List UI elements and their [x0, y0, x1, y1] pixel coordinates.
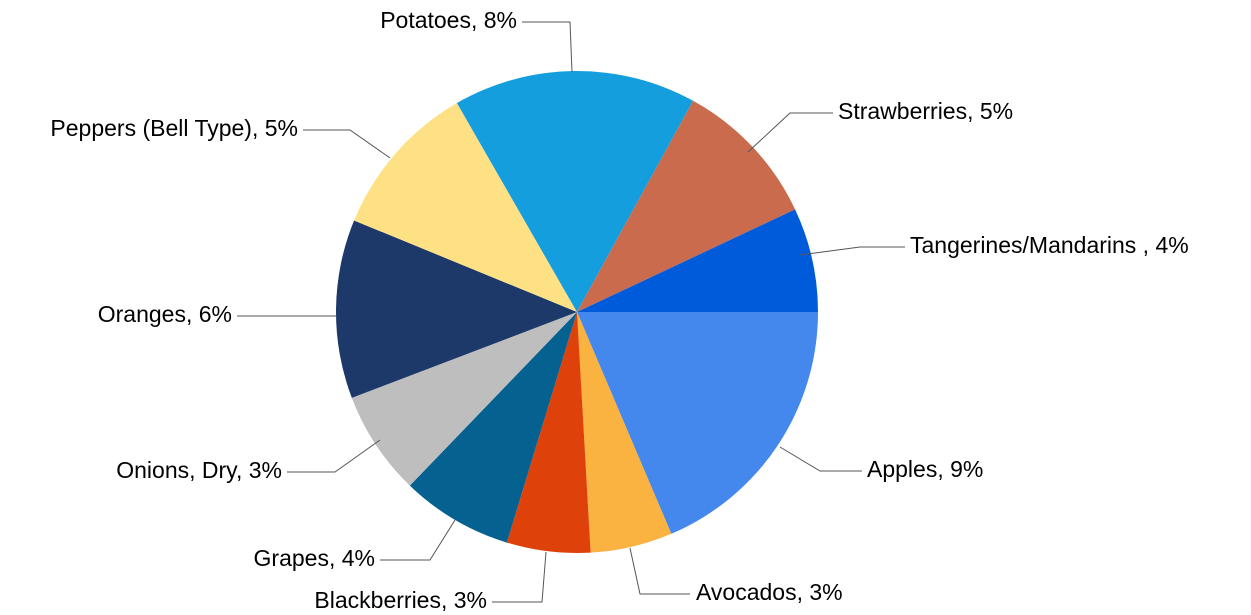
pie-slice-blackberries	[506, 312, 591, 553]
pie-slice-oranges	[336, 220, 577, 398]
leader-line	[303, 129, 391, 159]
slice-label: Onions, Dry, 3%	[116, 457, 282, 483]
leader-line	[629, 547, 690, 595]
slice-label: Blackberries, 3%	[314, 587, 487, 613]
leader-line	[522, 21, 573, 73]
leader-line	[779, 446, 862, 472]
leader-line	[287, 439, 381, 473]
pie-slice-strawberries	[577, 100, 796, 312]
slice-label: Oranges, 6%	[98, 301, 232, 327]
slice-label: Potatoes, 8%	[380, 7, 517, 33]
slice-labels: Apples, 9% Avocados, 3% Blackberries, 3% Gr…	[50, 7, 1188, 613]
leader-line	[380, 519, 456, 561]
slice-label: Strawberries, 5%	[838, 98, 1013, 124]
slice-label: Peppers (Bell Type), 5%	[50, 115, 298, 141]
pie-slice-grapes	[409, 312, 577, 543]
slice-label: Grapes, 4%	[254, 545, 375, 571]
pie-slice-potatoes	[456, 71, 694, 313]
pie-slice-peppers-bell-type	[354, 103, 577, 312]
slice-label: Tangerines/Mandarins , 4%	[910, 232, 1189, 258]
leader-lines	[237, 21, 905, 603]
leader-line	[799, 246, 905, 256]
slice-label: Apples, 9%	[867, 456, 983, 482]
pie-slice-avocados	[577, 312, 672, 553]
leader-line	[492, 551, 547, 603]
leader-line	[747, 112, 833, 153]
pie-slice-tangerines-mandarins	[577, 209, 818, 312]
pie-slices	[336, 71, 818, 553]
slice-label: Avocados, 3%	[696, 579, 843, 605]
pie-slice-apples	[577, 312, 818, 534]
pie-slice-onions-dry	[351, 312, 577, 486]
